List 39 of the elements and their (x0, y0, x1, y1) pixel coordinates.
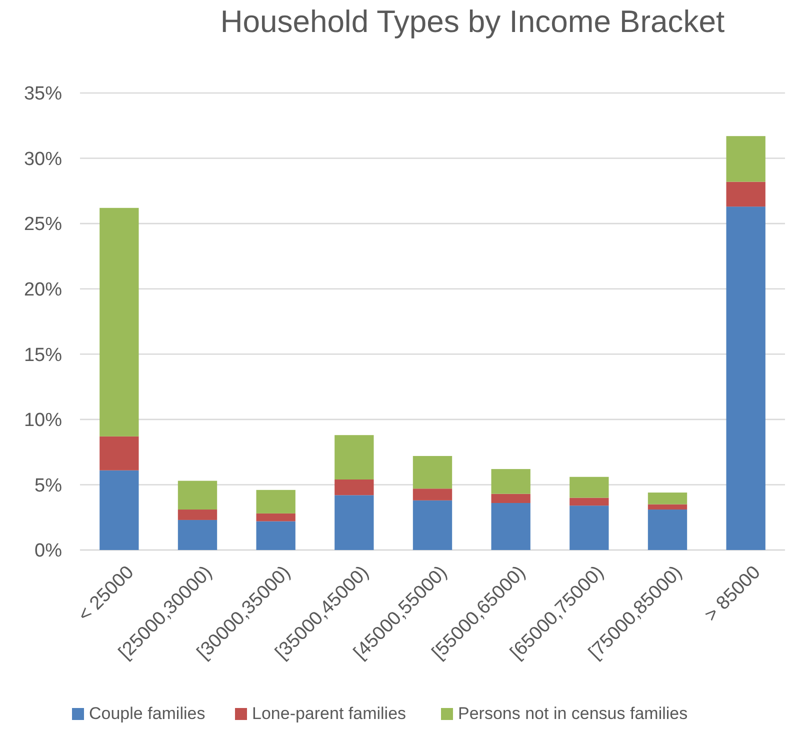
bar (256, 513, 296, 522)
bar (726, 206, 766, 550)
bar (334, 495, 374, 550)
y-tick-label: 35% (24, 84, 62, 105)
bar (412, 488, 452, 500)
legend-label: Persons not in census families (458, 704, 688, 723)
bar (570, 506, 609, 550)
legend-label: Couple families (89, 704, 206, 723)
bar (412, 500, 452, 550)
bar (256, 490, 296, 514)
bar (178, 510, 218, 520)
bar (491, 469, 530, 494)
y-tick-label: 5% (34, 475, 62, 496)
bar (412, 456, 452, 489)
bar (570, 476, 609, 498)
bar (491, 494, 530, 503)
bar (100, 208, 139, 436)
y-tick-label: 20% (24, 280, 62, 301)
y-tick-label: 15% (24, 344, 62, 366)
bar (100, 436, 139, 470)
bar (648, 504, 688, 510)
bar (100, 470, 139, 550)
y-tick-label: 25% (24, 214, 62, 236)
bar (570, 498, 609, 506)
y-tick-label: 10% (24, 410, 62, 432)
chart-title: Household Types by Income Bracket (220, 4, 726, 39)
y-tick-label: 0% (34, 540, 62, 562)
y-tick-label: 30% (24, 148, 62, 170)
bar (726, 136, 766, 182)
bar (648, 510, 688, 550)
bar (178, 520, 218, 550)
bar (726, 182, 766, 207)
legend-label: Lone-parent families (252, 704, 406, 723)
bar (491, 502, 530, 550)
bar (334, 479, 374, 496)
bar (648, 492, 688, 504)
bar (256, 521, 296, 550)
bar (178, 480, 218, 510)
bar (334, 435, 374, 480)
